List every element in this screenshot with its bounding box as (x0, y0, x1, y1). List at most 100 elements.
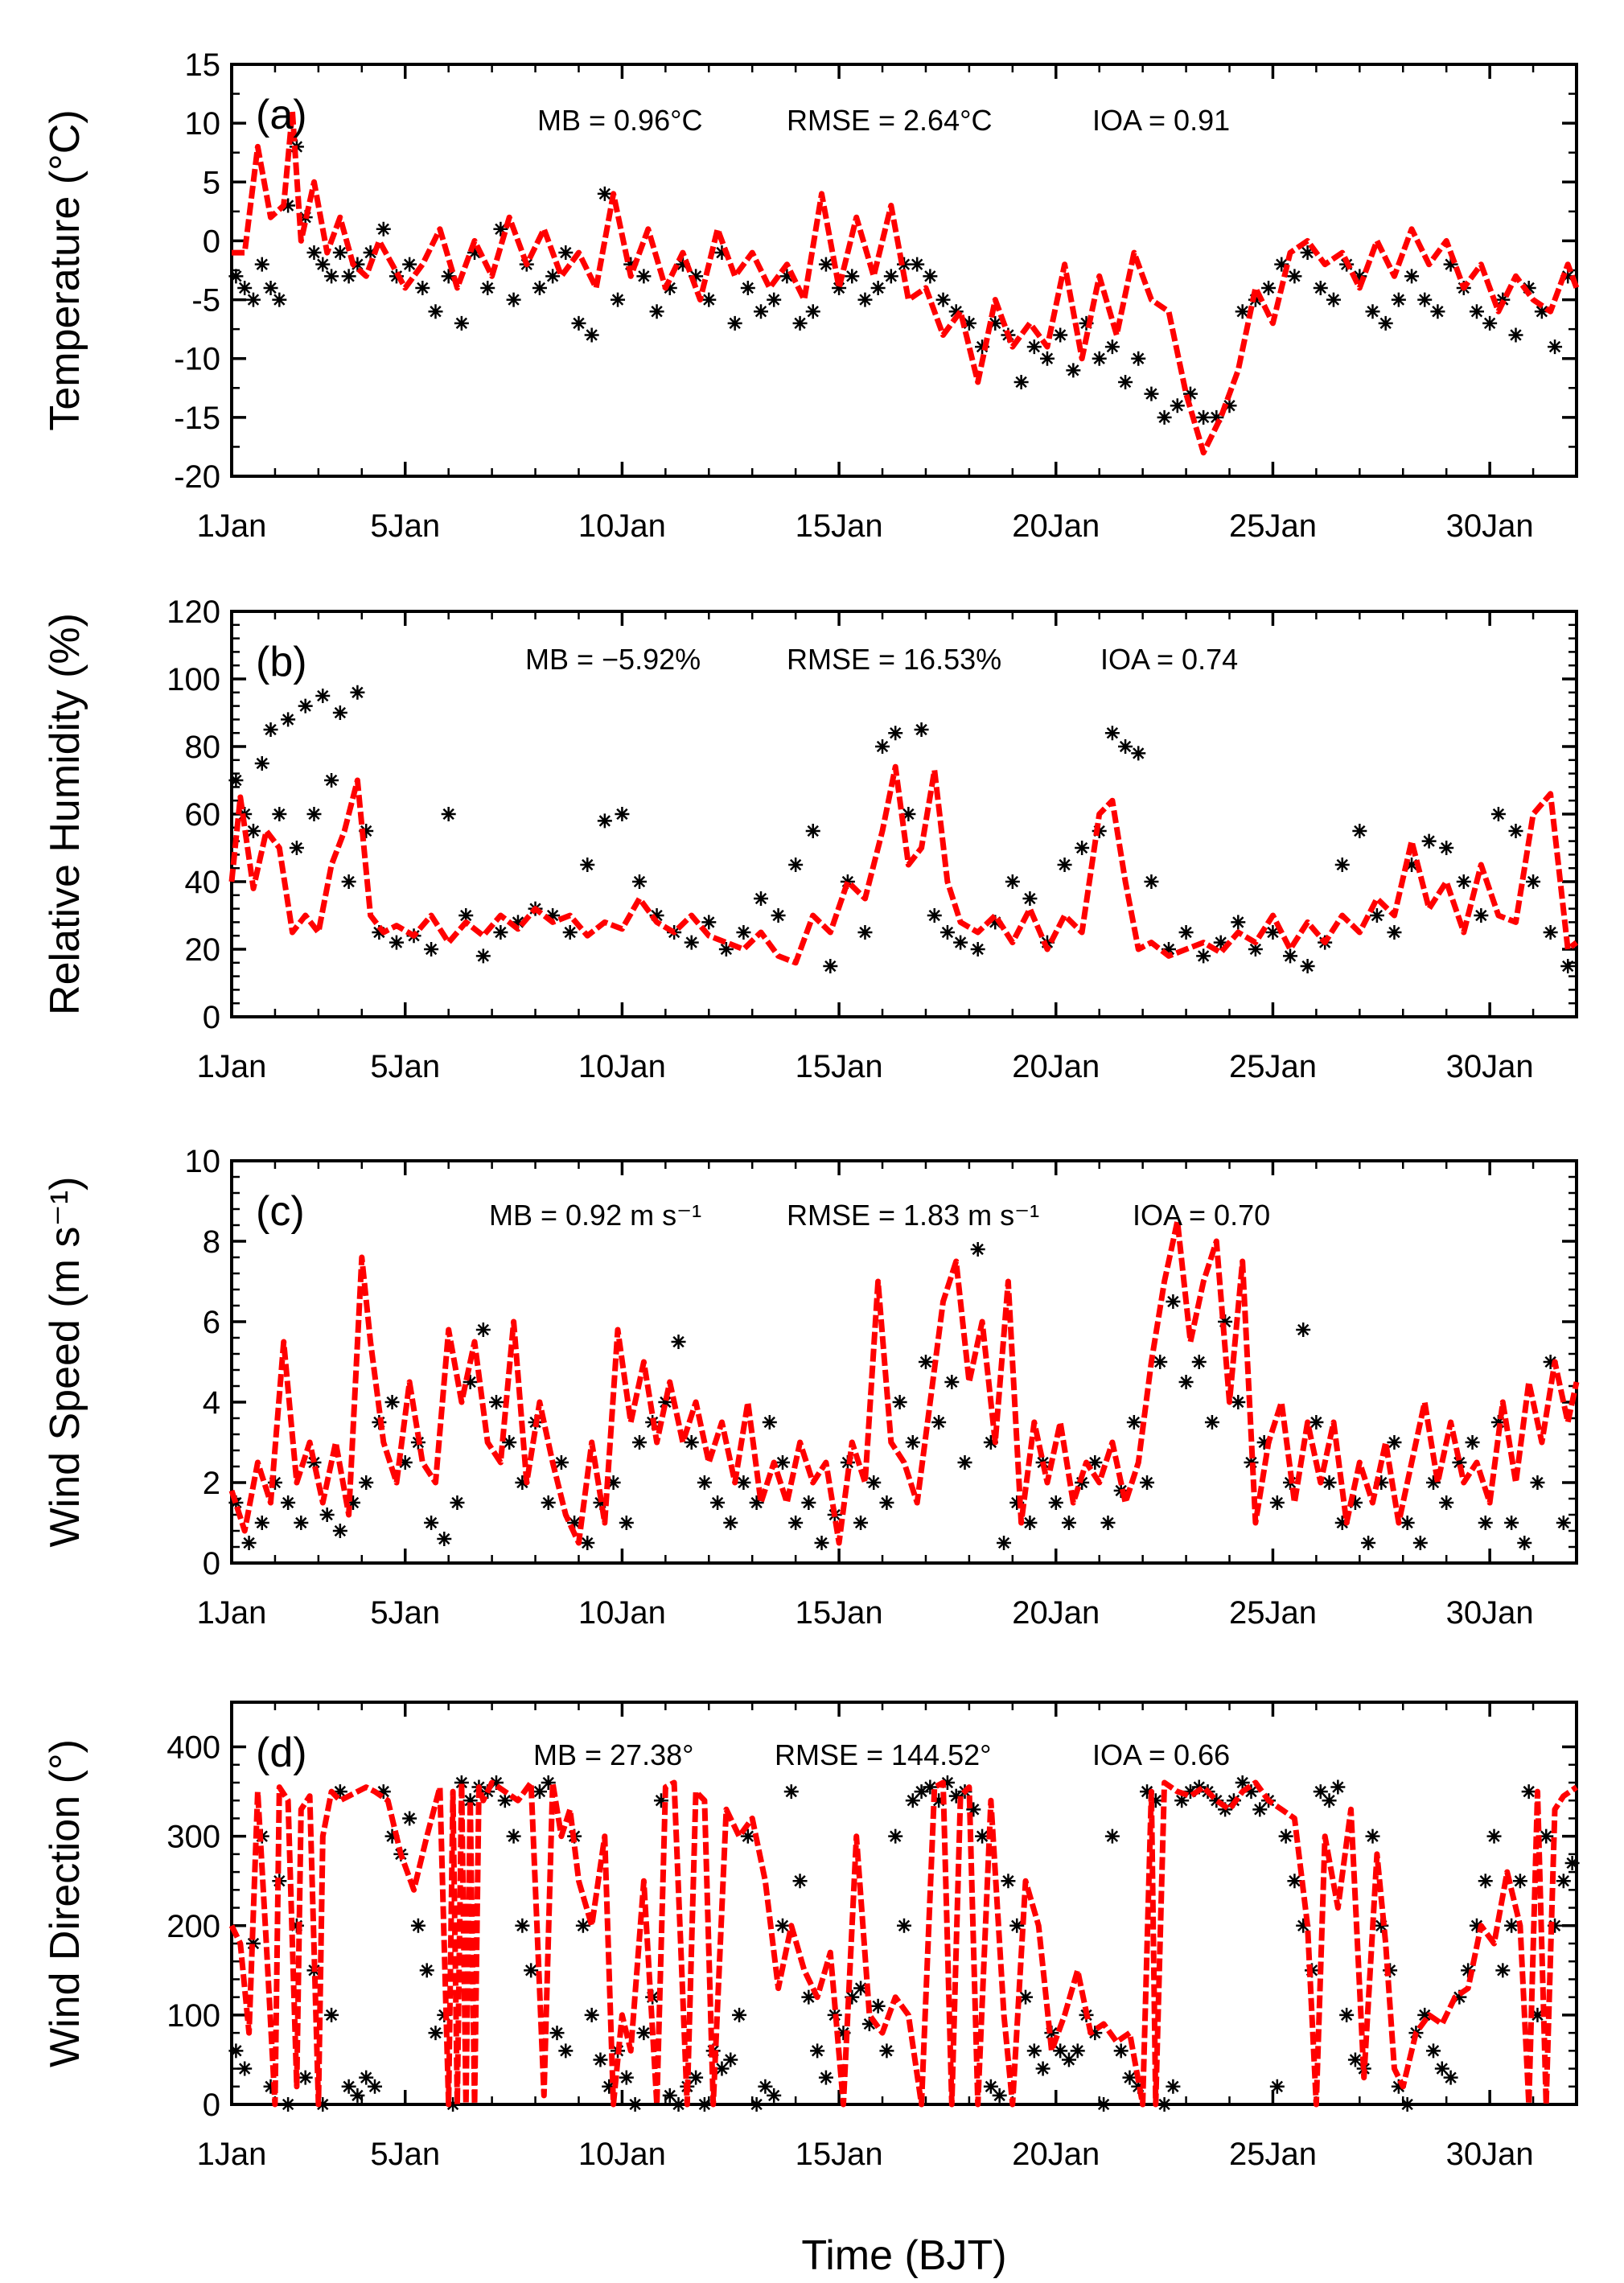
x-tick-label: 25Jan (1229, 1595, 1317, 1631)
obs-point (1153, 1355, 1168, 1369)
stat-ioa: IOA = 0.70 (1133, 1199, 1270, 1232)
obs-point (281, 712, 296, 727)
obs-point (736, 1475, 751, 1490)
y-tick-label: 0 (203, 1546, 220, 1582)
stat-ioa: IOA = 0.74 (1100, 643, 1238, 676)
y-tick-label: 2 (203, 1466, 220, 1501)
obs-point (424, 1516, 439, 1530)
obs-point (1556, 1516, 1571, 1530)
obs-point (714, 245, 730, 261)
obs-point (245, 824, 261, 838)
x-tick-label: 5Jan (370, 1049, 440, 1084)
obs-point (918, 1355, 933, 1369)
obs-point (1334, 858, 1350, 872)
obs-point (727, 315, 742, 331)
obs-point (1126, 1415, 1141, 1429)
obs-point (783, 1784, 799, 1800)
obs-point (905, 1435, 920, 1450)
obs-point (1140, 1475, 1155, 1490)
y-tick-label: 6 (203, 1305, 220, 1340)
obs-point (1443, 257, 1458, 272)
obs-point (779, 269, 795, 284)
obs-point (714, 2061, 730, 2076)
obs-point (228, 269, 244, 284)
x-tick-label: 10Jan (578, 1049, 666, 1084)
obs-point (1070, 2043, 1085, 2059)
obs-point (315, 257, 331, 272)
obs-point (697, 2097, 712, 2112)
obs-point (289, 841, 304, 855)
panel-label: (d) (256, 1730, 307, 1776)
obs-point (410, 1918, 426, 1933)
obs-point (506, 1828, 521, 1844)
obs-point (1092, 351, 1107, 366)
obs-point (306, 245, 322, 261)
obs-point (237, 280, 253, 295)
obs-point (749, 2097, 764, 2112)
obs-point (1269, 1495, 1285, 1510)
obs-point (1096, 2097, 1112, 2112)
y-tick-label: 40 (185, 865, 221, 900)
y-tick-label: 200 (167, 1909, 220, 1944)
obs-point (228, 773, 244, 788)
obs-point (363, 245, 378, 261)
obs-point (1013, 374, 1029, 389)
obs-point (450, 1495, 465, 1510)
obs-point (346, 1495, 361, 1510)
obs-point (437, 1532, 452, 1546)
obs-point (1079, 315, 1094, 331)
obs-point (988, 315, 1003, 331)
obs-point (875, 739, 890, 754)
y-tick-label: 100 (167, 662, 220, 697)
obs-point (367, 2079, 382, 2094)
x-axis-title: Time (BJT) (801, 2232, 1006, 2279)
obs-point (1512, 1874, 1527, 1889)
obs-point (948, 1788, 964, 1804)
obs-point (801, 1989, 816, 2005)
axis-ticks: 0 2 4 6 8 10 1Jan 5Jan 10Jan 15Jan 20Jan 25Jan 30Jan (185, 1144, 1578, 1631)
obs-point (792, 315, 808, 331)
obs-point (558, 245, 574, 261)
obs-point (944, 1375, 960, 1389)
obs-point (332, 705, 347, 720)
stat-rmse: RMSE = 1.83 m s⁻¹ (787, 1199, 1039, 1232)
obs-point (1100, 1516, 1116, 1530)
obs-point (1517, 1536, 1532, 1550)
obs-point (1374, 1475, 1389, 1490)
obs-point (263, 2079, 278, 2094)
obs-point (441, 269, 456, 284)
obs-point (623, 257, 639, 272)
obs-point (1005, 874, 1020, 889)
obs-point (428, 304, 443, 319)
obs-point (845, 269, 860, 284)
obs-point (454, 1775, 469, 1790)
obs-point (1196, 948, 1211, 964)
obs-point (467, 245, 483, 261)
obs-point (1417, 2007, 1433, 2022)
obs-point (489, 1775, 504, 1790)
obs-point (1182, 386, 1198, 401)
y-axis-title: Temperature (°C) (42, 109, 88, 430)
obs-point (857, 925, 873, 940)
x-tick-label: 15Jan (796, 508, 883, 544)
obs-point (1486, 1828, 1502, 1844)
obs-point (1157, 2097, 1172, 2112)
obs-point (1287, 269, 1302, 284)
obs-point (372, 925, 387, 940)
obs-point (1104, 339, 1120, 355)
obs-point (1104, 1828, 1120, 1844)
obs-point (1313, 280, 1328, 295)
y-tick-label: 100 (167, 1998, 220, 2034)
obs-point (718, 942, 734, 956)
obs-point (857, 292, 873, 307)
obs-point (1391, 2079, 1406, 2094)
obs-point (818, 2070, 833, 2085)
obs-point (953, 935, 968, 950)
obs-point (818, 257, 833, 272)
obs-point (1296, 1322, 1311, 1337)
obs-point (541, 1495, 556, 1510)
obs-point (397, 1455, 413, 1470)
obs-point (1482, 315, 1498, 331)
plot-frame (230, 1159, 1578, 1565)
obs-point (324, 2007, 339, 2022)
